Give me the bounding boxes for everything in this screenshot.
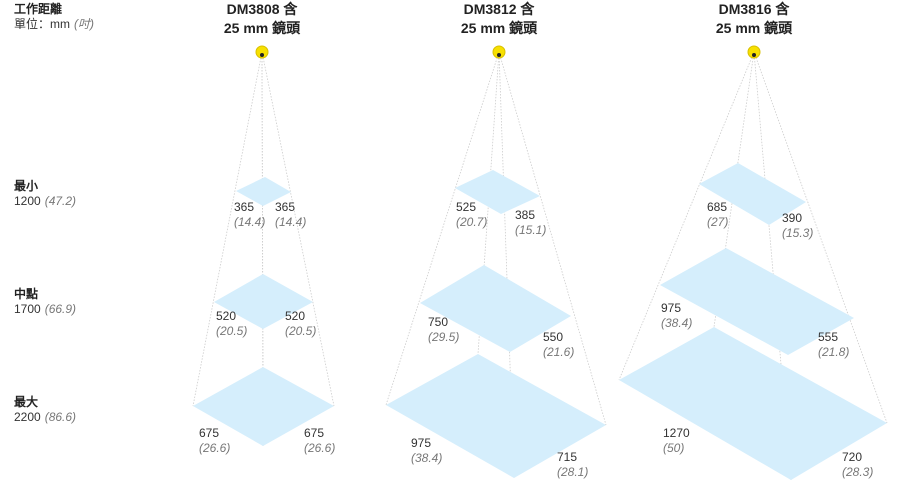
- column-title: DM3808 含: [227, 1, 299, 17]
- field-of-view: [660, 248, 854, 355]
- beam-line: [192, 51, 263, 407]
- left-dimension-inch: (50): [663, 441, 684, 455]
- row-distance-inch: (47.2): [45, 194, 76, 208]
- row-label: 最小: [14, 178, 38, 193]
- row-distance-inch: (66.9): [45, 302, 76, 316]
- right-dimension-inch: (26.6): [304, 441, 335, 455]
- left-dimension: 750: [428, 315, 448, 329]
- row-label: 最大: [14, 394, 38, 409]
- field-of-view: [386, 354, 606, 478]
- row-distance: 1200: [14, 194, 41, 208]
- beam-line: [498, 51, 607, 426]
- field-of-view: [193, 367, 334, 446]
- column-title: 25 mm 鏡頭: [224, 20, 301, 36]
- beam-line: [618, 51, 755, 381]
- left-dimension-inch: (26.6): [199, 441, 230, 455]
- right-dimension: 720: [842, 450, 862, 464]
- right-dimension-inch: (14.4): [275, 215, 306, 229]
- field-of-view: [236, 177, 291, 206]
- left-dimension-inch: (29.5): [428, 330, 459, 344]
- header-unit: 單位：mm: [14, 16, 70, 31]
- column-title: DM3816 含: [719, 1, 791, 17]
- field-of-view: [455, 170, 540, 214]
- right-dimension: 390: [782, 211, 802, 225]
- right-dimension-inch: (28.1): [557, 465, 588, 479]
- light: [255, 45, 269, 59]
- left-dimension: 365: [234, 200, 254, 214]
- light: [747, 45, 761, 59]
- light-lens: [752, 53, 756, 57]
- light-lens: [497, 53, 501, 57]
- left-dimension: 1270: [663, 426, 690, 440]
- right-dimension: 550: [543, 330, 563, 344]
- right-dimension-inch: (15.3): [782, 226, 813, 240]
- right-dimension-inch: (21.6): [543, 345, 574, 359]
- left-dimension: 675: [199, 426, 219, 440]
- beam-line: [261, 51, 335, 407]
- left-dimension: 520: [216, 309, 236, 323]
- right-dimension: 365: [275, 200, 295, 214]
- left-dimension-inch: (20.7): [456, 215, 487, 229]
- beam-line: [753, 51, 888, 424]
- left-dimension: 975: [661, 301, 681, 315]
- left-dimension-inch: (14.4): [234, 215, 265, 229]
- right-dimension-inch: (21.8): [818, 345, 849, 359]
- row-label: 中點: [14, 286, 38, 301]
- column-title: 25 mm 鏡頭: [461, 20, 538, 36]
- row-distance: 2200: [14, 410, 41, 424]
- field-of-view: [420, 265, 571, 352]
- header-title: 工作距離: [14, 1, 62, 16]
- right-dimension: 715: [557, 450, 577, 464]
- left-dimension: 685: [707, 200, 727, 214]
- field-of-view: [214, 274, 313, 329]
- left-dimension: 975: [411, 436, 431, 450]
- light-lens: [260, 53, 264, 57]
- left-dimension-inch: (20.5): [216, 324, 247, 338]
- row-distance-inch: (86.6): [45, 410, 76, 424]
- right-dimension-inch: (20.5): [285, 324, 316, 338]
- left-dimension-inch: (38.4): [661, 316, 692, 330]
- row-distance: 1700: [14, 302, 41, 316]
- right-dimension: 555: [818, 330, 838, 344]
- left-dimension-inch: (27): [707, 215, 728, 229]
- right-dimension: 675: [304, 426, 324, 440]
- field-of-view: [619, 327, 887, 480]
- left-dimension: 525: [456, 200, 476, 214]
- column-title: 25 mm 鏡頭: [716, 20, 793, 36]
- light: [492, 45, 506, 59]
- column-title: DM3812 含: [464, 1, 536, 17]
- right-dimension-inch: (15.1): [515, 223, 546, 237]
- field-of-view: [699, 163, 806, 225]
- right-dimension-inch: (28.3): [842, 465, 873, 479]
- left-dimension-inch: (38.4): [411, 451, 442, 465]
- header-unit-inch: (吋): [74, 17, 94, 31]
- right-dimension: 520: [285, 309, 305, 323]
- right-dimension: 385: [515, 208, 535, 222]
